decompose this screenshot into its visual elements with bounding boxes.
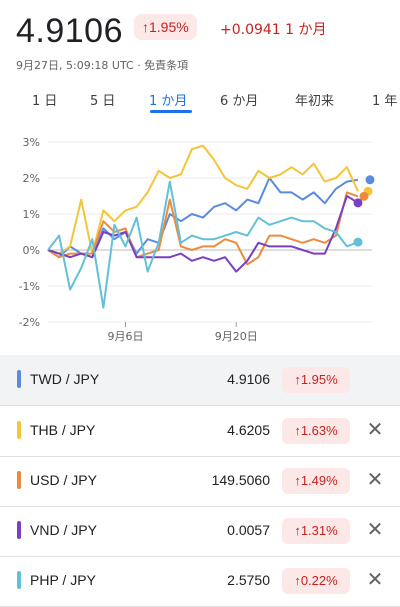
tab-ytd[interactable]: 年初来: [295, 94, 335, 109]
change-badge: ↑1.31%: [282, 518, 350, 544]
series-line: [47, 195, 359, 273]
rate-value: 4.9106: [227, 371, 270, 387]
close-icon[interactable]: ✕: [366, 419, 384, 441]
series-color-swatch: [17, 370, 21, 388]
list-item[interactable]: TWD / JPY 4.9106 ↑1.95%: [0, 355, 400, 406]
series-line: [47, 144, 359, 255]
series-end-marker: [353, 237, 363, 247]
change-badge: ↑1.63%: [282, 418, 350, 444]
series-end-marker: [353, 198, 363, 208]
change-badge: ↑1.95%: [282, 367, 350, 393]
change-percent-badge: ↑1.95%: [134, 14, 197, 40]
close-icon[interactable]: ✕: [366, 469, 384, 491]
y-tick-label: 1%: [23, 208, 40, 221]
currency-pair: THB / JPY: [30, 422, 96, 438]
series-color-swatch: [17, 571, 21, 589]
y-tick-label: 2%: [23, 172, 40, 185]
timestamp-disclaimer: 9月27日, 5:09:18 UTC · 免責条項: [16, 59, 189, 72]
close-icon[interactable]: ✕: [366, 519, 384, 541]
series-color-swatch: [17, 421, 21, 439]
current-price: 4.9106: [16, 12, 123, 50]
y-tick-label: -1%: [19, 280, 40, 293]
list-item[interactable]: USD / JPY 149.5060 ↑1.49% ✕: [0, 456, 400, 507]
tab-1-month[interactable]: 1 か月: [149, 94, 188, 109]
tab-5-day[interactable]: 5 日: [90, 94, 116, 109]
list-item[interactable]: THB / JPY 4.6205 ↑1.63% ✕: [0, 406, 400, 457]
currency-pair: USD / JPY: [30, 472, 97, 488]
comparison-line-chart: 3% 2% 1% 0% -1% -2% 9月6日 9月20日: [19, 136, 375, 343]
currency-pair: TWD / JPY: [30, 371, 100, 387]
series-color-swatch: [17, 521, 21, 539]
currency-pair: PHP / JPY: [30, 572, 96, 588]
list-item[interactable]: VND / JPY 0.0057 ↑1.31% ✕: [0, 506, 400, 557]
series-line: [47, 191, 359, 266]
change-absolute: +0.0941 1 か月: [220, 22, 327, 38]
time-range-tabs: 1 日 5 日 1 か月 6 か月 年初来 1 年: [0, 90, 400, 116]
change-badge: ↑0.22%: [282, 568, 350, 594]
series-end-marker: [359, 191, 369, 201]
x-tick-label: 9月20日: [215, 330, 258, 343]
y-tick-label: -2%: [19, 316, 40, 329]
close-icon[interactable]: ✕: [366, 569, 384, 591]
active-tab-indicator: [150, 110, 192, 113]
tab-1-year[interactable]: 1 年: [372, 94, 398, 109]
rate-value: 149.5060: [211, 472, 270, 488]
x-tick-label: 9月6日: [108, 330, 144, 343]
tab-6-month[interactable]: 6 か月: [220, 94, 259, 109]
series-color-swatch: [17, 471, 21, 489]
tab-1-day[interactable]: 1 日: [32, 94, 58, 109]
change-badge: ↑1.49%: [282, 468, 350, 494]
list-item[interactable]: PHP / JPY 2.5750 ↑0.22% ✕: [0, 556, 400, 607]
rate-value: 2.5750: [227, 572, 270, 588]
series-end-marker: [365, 175, 375, 185]
series-line: [47, 180, 359, 309]
rate-value: 4.6205: [227, 422, 270, 438]
y-tick-label: 0%: [23, 244, 40, 257]
currency-pair: VND / JPY: [30, 522, 97, 538]
y-tick-label: 3%: [23, 136, 40, 149]
rate-value: 0.0057: [227, 522, 270, 538]
